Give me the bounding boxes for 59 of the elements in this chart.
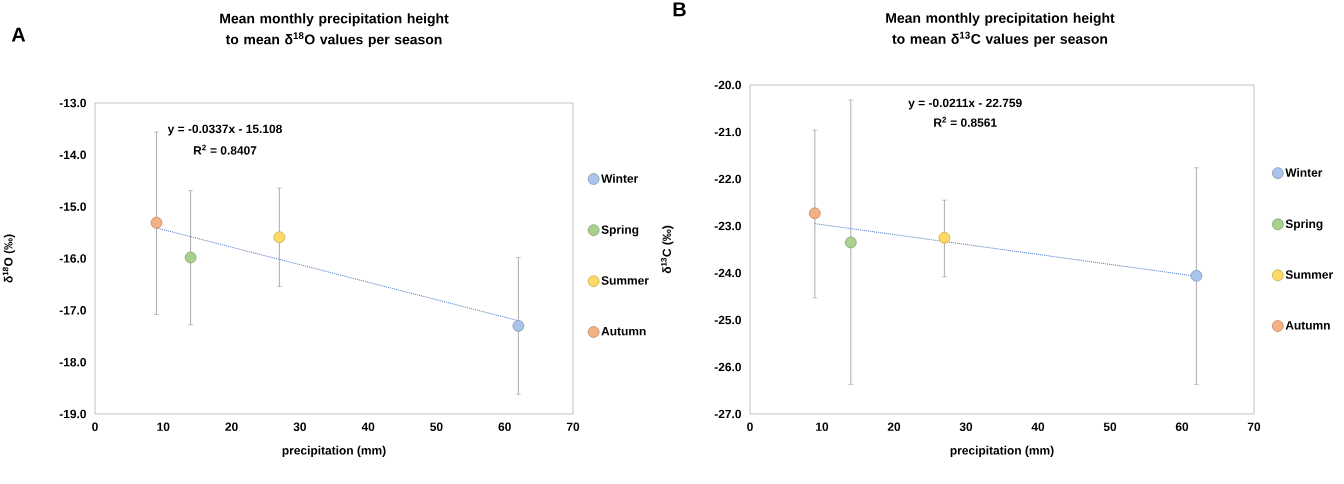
- legend-label: Winter: [601, 173, 639, 183]
- y-tick-label: -17.0: [59, 306, 86, 315]
- legend-label: Autumn: [1285, 321, 1330, 330]
- annotation: R$^{2}$ = 0.8561: [934, 116, 997, 127]
- legend-label: Winter: [1285, 168, 1323, 177]
- legend-label: Spring: [601, 225, 639, 237]
- x-tick-label: 30: [293, 422, 307, 432]
- chart-title: Mean monthly precipitation height to mean δ$^{13}$C values per season: [886, 12, 1115, 47]
- y-tick-label: -23.0: [714, 221, 741, 231]
- y-tick-label: -21.0: [714, 127, 741, 137]
- x-tick-label: 40: [361, 422, 375, 431]
- y-tick-label: -25.0: [714, 315, 741, 325]
- legend-label: Summer: [601, 276, 649, 285]
- x-tick-label: 0: [747, 422, 753, 431]
- point: [184, 251, 197, 264]
- x-tick-label: 10: [157, 422, 170, 431]
- annotation: y = -0.0211x - 22.759: [908, 98, 1022, 110]
- y-tick-label: -13.0: [59, 98, 86, 108]
- legend-label: Spring: [1285, 219, 1323, 231]
- x-tick-label: 50: [430, 422, 443, 431]
- legend-label: Autumn: [601, 327, 646, 336]
- y-axis-title: δ$^{18}$O (‰): [2, 234, 15, 283]
- y-tick-label: -18.0: [59, 357, 86, 367]
- point: [844, 236, 857, 249]
- point: [938, 231, 951, 244]
- x-axis-title: precipitation (mm): [282, 445, 386, 457]
- text: A: [11, 27, 26, 42]
- y-axis-title: δ$^{13}$C (‰): [661, 225, 674, 274]
- chart-title: Mean monthly precipitation height to mean δ$^{18}$O values per season: [220, 13, 449, 48]
- annotation: y = -0.0337x - 15.108: [167, 124, 282, 136]
- point: [1190, 269, 1203, 282]
- y-tick-label: -24.0: [714, 268, 741, 278]
- x-tick-label: 20: [887, 422, 901, 431]
- x-tick-label: 60: [498, 422, 511, 431]
- y-tick-label: -19.0: [59, 409, 86, 419]
- y-tick-label: -22.0: [714, 174, 741, 184]
- y-tick-label: -27.0: [714, 409, 741, 419]
- x-tick-label: 30: [959, 422, 973, 432]
- x-axis-title: precipitation (mm): [950, 445, 1054, 457]
- x-tick-label: 70: [1247, 422, 1261, 431]
- point: [808, 207, 821, 220]
- x-tick-label: 50: [1103, 422, 1117, 431]
- legend-label: Summer: [1285, 270, 1333, 279]
- x-tick-label: 70: [566, 422, 580, 431]
- x-tick-label: 0: [92, 422, 98, 431]
- y-tick-label: -16.0: [59, 254, 86, 263]
- x-tick-label: 60: [1175, 422, 1189, 431]
- point: [512, 320, 525, 332]
- annotation: R$^{2}$ = 0.8407: [193, 144, 257, 155]
- y-tick-label: -15.0: [59, 202, 86, 211]
- point: [150, 216, 163, 229]
- y-tick-label: -26.0: [714, 362, 741, 372]
- text: B: [673, 2, 686, 17]
- x-tick-label: 20: [225, 422, 238, 431]
- x-tick-label: 40: [1031, 422, 1045, 431]
- y-tick-label: -20.0: [714, 80, 741, 90]
- point: [273, 231, 286, 244]
- x-tick-label: 10: [816, 422, 829, 431]
- y-tick-label: -14.0: [59, 150, 86, 160]
